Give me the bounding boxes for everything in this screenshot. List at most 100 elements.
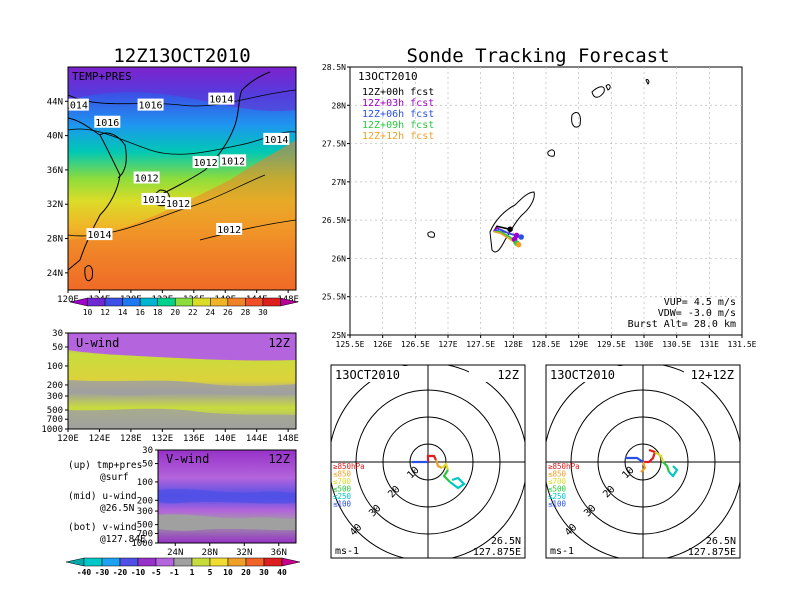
hodograph-lat: 26.5N (706, 536, 736, 547)
isobar-label-box (33, 221, 59, 233)
legend-note-line2: @26.5N (100, 503, 135, 514)
map-lat-label: 24N (47, 269, 63, 279)
pressure-label: 30 (142, 446, 153, 456)
isobar-label: 1012 (135, 174, 159, 185)
v-lat-label: 28N (202, 548, 218, 558)
track-endpoint (518, 234, 524, 240)
wind-colorbar-swatch (101, 557, 121, 567)
hodograph-level-label: ≤700 (333, 477, 352, 486)
hodograph-trace (640, 461, 647, 473)
track-lon-label: 128E (504, 340, 523, 349)
colorbar-swatch (192, 297, 211, 307)
track-lon-label: 127E (438, 340, 457, 349)
track-lat-label: 25.5N (322, 293, 346, 302)
track-lon-label: 126E (373, 340, 392, 349)
v-lat-label: 24N (167, 548, 183, 558)
isobar-label-box (133, 171, 160, 184)
hodograph-trace (625, 456, 644, 463)
wind-colorbar-swatch (209, 557, 229, 567)
colorbar-swatch (139, 297, 158, 307)
isobar-label-box (165, 197, 192, 210)
legend-note-line1: (bot) v-wind (68, 522, 137, 533)
pressure-label: 50 (52, 343, 63, 353)
isobar-label-box (68, 98, 89, 111)
isobar-label: 1012 (217, 225, 241, 236)
colorbar-label: 18 (153, 308, 163, 317)
wind-colorbar-swatch (173, 557, 193, 567)
isobar-label: 1012 (166, 199, 190, 210)
u-wind-frame (67, 332, 297, 430)
pressure-label: 50 (142, 460, 153, 470)
track-lon-label: 128.5E (532, 340, 561, 349)
wind-colorbar-swatch (245, 557, 265, 567)
isobar-label: 1012 (221, 156, 245, 167)
forecast-legend-item: 12Z+06h fcst (362, 109, 434, 120)
colorbar-swatch (262, 297, 281, 307)
legend-note-line2: @127.84E (100, 534, 146, 545)
isobar-label-box (208, 92, 235, 105)
wind-colorbar: -40 -30 -20 -10 -5 -1 1 5 10 20 30 40 (65, 557, 301, 577)
isobar-label: 1014 (264, 135, 288, 146)
wind-colorbar-swatch (83, 557, 103, 567)
island (571, 112, 581, 128)
wind-colorbar-label: 30 (259, 568, 269, 577)
colorbar-swatch (174, 297, 194, 307)
u-lon-label: 140E (214, 434, 236, 444)
hodograph-trace (654, 451, 665, 463)
temp-colorbar: 10 12 14 16 18 20 22 24 26 28 30 (69, 297, 299, 317)
hodograph-trace (426, 454, 437, 462)
wind-colorbar-swatch (65, 557, 85, 567)
wind-colorbar-label: 40 (277, 568, 287, 577)
colorbar-swatch (157, 297, 176, 307)
hodograph-date: 13OCT2010 (335, 368, 400, 382)
wind-colorbar-label: -1 (169, 568, 179, 577)
vup-text: VUP= 4.5 m/s (664, 297, 736, 308)
isobar-label-box (192, 156, 219, 169)
wind-colorbar-label: -30 (95, 568, 110, 577)
track-endpoint (507, 226, 513, 233)
wind-colorbar-label: -10 (131, 568, 146, 577)
colorbar-swatch (210, 297, 229, 307)
hodograph-level-label: ≤500 (333, 485, 352, 494)
colorbar-label: 12 (100, 308, 110, 317)
hodograph-trace (442, 469, 451, 483)
track-endpoint (515, 241, 522, 248)
hodograph-level-label: ≤700 (548, 477, 567, 486)
island (591, 86, 605, 98)
colorbar-label: 30 (258, 308, 268, 317)
map-lon-label: 120E (57, 295, 79, 305)
isobar-label-box (86, 228, 113, 241)
legend-notes: (up) tmp+pres@surf (mid) u-wind@26.5N (bot… (68, 460, 146, 545)
forecast-legend-item: 12Z+09h fcst (362, 120, 434, 131)
isobar-label: 1016 (34, 223, 58, 234)
pressure-label: 700 (137, 530, 153, 540)
taiwan-coast (84, 265, 93, 282)
hodograph-date-box (332, 366, 416, 382)
right-title: Sonde Tracking Forecast (406, 45, 669, 67)
track-lat-label: 28N (332, 101, 347, 110)
pressure-label: 200 (137, 496, 153, 506)
hodograph-trace (449, 476, 466, 490)
hodograph-date: 13OCT2010 (550, 368, 615, 382)
korea-coast (99, 132, 127, 179)
u-lon-label: 128E (120, 434, 142, 444)
u-wind-purple-band (68, 333, 296, 361)
pressure-label: 300 (47, 392, 63, 402)
track-lat-label: 27.5N (322, 140, 346, 149)
track-lon-label: 126.5E (401, 340, 430, 349)
track-date: 13OCT2010 (358, 70, 418, 83)
map-lat-label: 32N (47, 200, 63, 210)
isobar-line (199, 219, 296, 241)
legend-note-line2: @surf (100, 472, 129, 483)
v-wind-blue-band (158, 488, 296, 504)
vdw-text: VDW= -3.0 m/s (658, 308, 736, 319)
u-wind-gray-band (68, 380, 296, 396)
track-lat-label: 27N (332, 178, 347, 187)
pressure-label: 100 (47, 362, 63, 372)
map-lat-label: 28N (47, 235, 63, 245)
wind-colorbar-swatch (227, 557, 247, 567)
